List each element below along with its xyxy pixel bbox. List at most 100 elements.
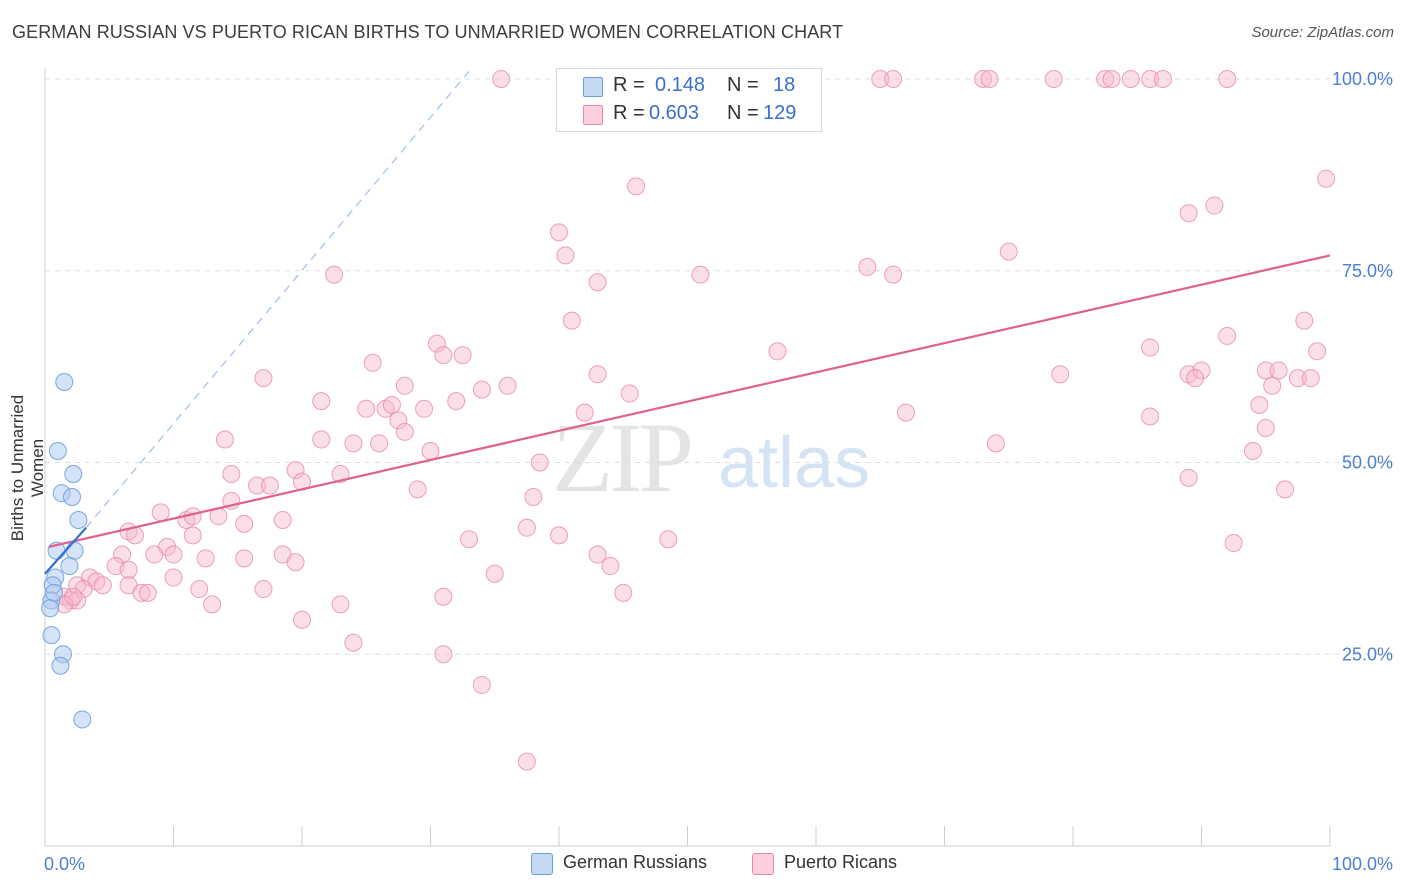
source-credit: Source: ZipAtlas.com	[1251, 24, 1394, 41]
puerto-rican-point-132	[517, 752, 536, 771]
puerto-rican-point-102	[588, 545, 607, 564]
puerto-rican-point-22	[858, 257, 877, 276]
puerto-rican-point-28	[434, 346, 453, 365]
puerto-rican-point-20	[588, 273, 607, 292]
puerto-rican-point-96	[145, 545, 164, 564]
puerto-rican-point-128	[293, 610, 311, 629]
puerto-rican-point-9	[1141, 70, 1160, 88]
puerto-rican-point-18	[999, 242, 1018, 261]
puerto-rican-point-16	[550, 223, 568, 242]
puerto-rican-point-125	[485, 564, 504, 583]
puerto-rican-point-110	[93, 576, 112, 595]
puerto-rican-point-68	[1243, 441, 1262, 460]
chart-title: GERMAN RUSSIAN VS PUERTO RICAN BIRTHS TO…	[12, 22, 844, 42]
puerto-rican-point-26	[1295, 311, 1314, 330]
legend-n-value-2: 129	[763, 102, 797, 124]
puerto-rican-point-46	[620, 384, 639, 403]
puerto-rican-point-48	[1263, 376, 1282, 395]
puerto-rican-point-50	[357, 399, 376, 418]
puerto-rican-point-10	[1153, 70, 1172, 88]
puerto-rican-point-58	[1250, 395, 1269, 414]
puerto-rican-point-72	[331, 465, 350, 484]
puerto-rican-point-130	[434, 645, 453, 664]
puerto-rican-point-13	[627, 177, 646, 196]
legend-r-value-1: 0.148	[655, 74, 706, 96]
german-russian-point-14	[42, 626, 61, 645]
puerto-rican-point-0	[492, 70, 511, 88]
puerto-rican-point-36	[1192, 361, 1211, 380]
puerto-rican-point-49	[312, 392, 331, 411]
puerto-rican-point-57	[1141, 407, 1160, 426]
legend-r-label-1: R =	[613, 74, 645, 96]
bottom-legend-swatch-puerto-ricans	[752, 853, 774, 875]
puerto-rican-point-31	[1141, 338, 1160, 357]
puerto-rican-point-63	[344, 434, 363, 453]
puerto-rican-point-33	[363, 353, 382, 372]
puerto-rican-point-81	[151, 503, 170, 522]
puerto-rican-point-62	[312, 430, 331, 449]
puerto-rican-trendline	[48, 254, 1331, 548]
puerto-rican-point-53	[415, 399, 434, 418]
german-russian-point-2	[64, 465, 83, 484]
puerto-rican-point-42	[395, 376, 414, 395]
puerto-rican-point-45	[588, 365, 607, 384]
puerto-rican-point-39	[1288, 369, 1307, 388]
german-russian-point-8	[60, 557, 79, 576]
puerto-rican-point-27	[427, 334, 446, 353]
puerto-rican-point-123	[331, 595, 350, 614]
puerto-rican-point-2	[884, 70, 903, 88]
puerto-rican-point-23	[884, 265, 903, 284]
puerto-rican-point-59	[389, 411, 408, 430]
puerto-rican-point-98	[196, 549, 215, 568]
y-tick-label-50: 50.0%	[1342, 453, 1393, 473]
german-russian-point-12	[44, 583, 63, 602]
puerto-rican-point-14	[1205, 196, 1224, 215]
puerto-rican-point-116	[138, 583, 157, 602]
puerto-rican-point-85	[235, 514, 254, 533]
german-russian-point-0	[55, 372, 74, 391]
puerto-rican-point-105	[119, 560, 138, 579]
puerto-rican-point-7	[1102, 70, 1121, 88]
puerto-rican-point-43	[498, 376, 517, 395]
german-russian-point-1	[48, 441, 67, 460]
puerto-rican-point-97	[164, 545, 183, 564]
y-tick-label-75: 75.0%	[1342, 261, 1393, 281]
puerto-rican-point-60	[395, 422, 414, 441]
puerto-rican-point-73	[248, 476, 267, 495]
puerto-rican-point-86	[273, 511, 292, 530]
y-tick-label-100: 100.0%	[1332, 69, 1393, 89]
puerto-rican-point-1	[871, 70, 890, 88]
legend-r-value-2: 0.603	[649, 102, 700, 124]
watermark-atlas: atlas	[718, 423, 871, 503]
puerto-rican-point-124	[434, 587, 453, 606]
german-russian-point-5	[69, 511, 88, 530]
puerto-rican-point-40	[1301, 369, 1320, 388]
puerto-rican-point-65	[421, 441, 440, 460]
puerto-rican-point-64	[370, 434, 389, 453]
correlation-legend: R = 0.148 N = 18 R = 0.603 N = 129	[556, 68, 822, 132]
puerto-rican-point-74	[260, 476, 279, 495]
puerto-rican-point-78	[408, 480, 427, 499]
puerto-rican-point-32	[1308, 342, 1327, 361]
puerto-rican-point-121	[64, 587, 83, 606]
german-russian-trend-extension	[85, 70, 470, 529]
german-russian-point-6	[65, 541, 84, 560]
puerto-rican-point-54	[447, 392, 466, 411]
puerto-rican-point-126	[601, 557, 620, 576]
puerto-rican-point-21	[691, 265, 710, 284]
puerto-rican-point-25	[1218, 326, 1237, 345]
puerto-rican-point-115	[254, 580, 273, 599]
legend-n-value-1: 18	[773, 74, 796, 96]
puerto-rican-point-122	[203, 595, 222, 614]
bottom-legend-swatch-german-russians	[531, 853, 553, 875]
puerto-rican-point-12	[1317, 169, 1336, 188]
puerto-rican-point-77	[1276, 480, 1295, 499]
puerto-rican-point-30	[768, 342, 787, 361]
puerto-rican-point-44	[472, 380, 491, 399]
puerto-rican-point-29	[453, 346, 472, 365]
bottom-legend-german-russians: German Russians	[563, 852, 708, 872]
puerto-rican-point-38	[1269, 361, 1288, 380]
puerto-rican-point-5	[1044, 70, 1063, 88]
puerto-rican-point-69	[530, 453, 549, 472]
puerto-rican-point-99	[235, 549, 254, 568]
